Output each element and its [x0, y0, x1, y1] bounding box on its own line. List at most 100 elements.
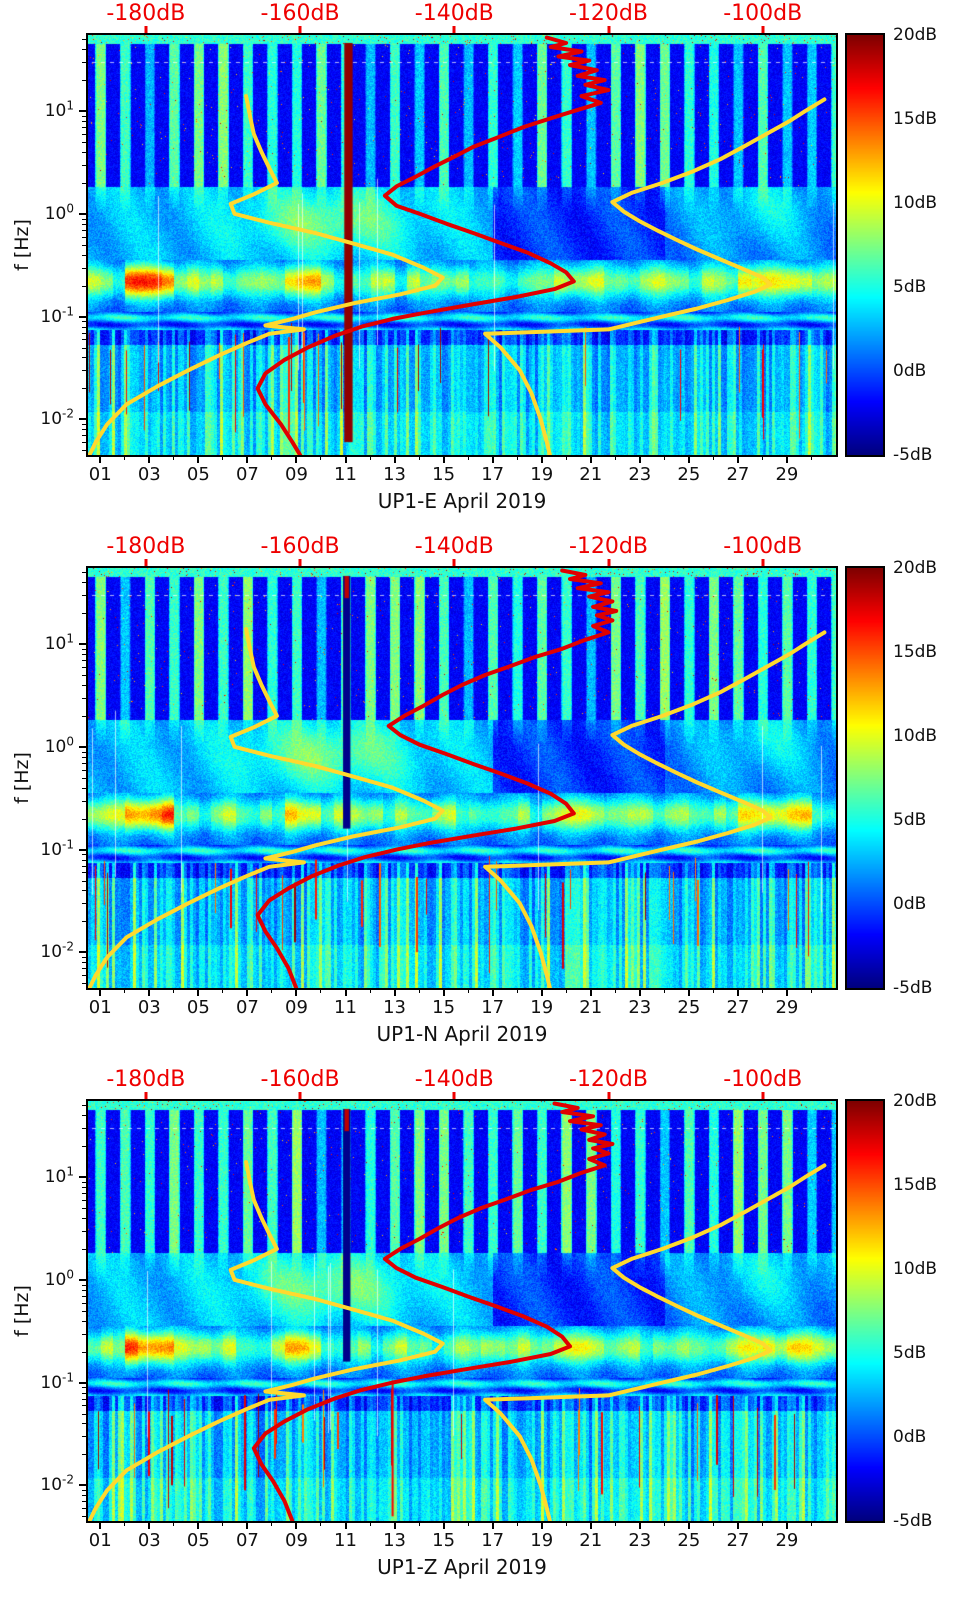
y-axis-minor-tick: [82, 326, 86, 328]
x-axis-minor-tick: [467, 1523, 469, 1526]
x-axis-minor-tick: [663, 990, 665, 993]
x-axis-tick-label: 03: [137, 1530, 161, 1551]
x-axis-major-tick: [638, 990, 641, 996]
x-axis-tick-label: 25: [677, 1530, 701, 1551]
x-axis-minor-tick: [565, 990, 567, 993]
y-axis-minor-tick: [82, 762, 86, 764]
y-axis-major-tick: [79, 643, 86, 646]
x-axis-major-tick: [344, 990, 347, 996]
y-axis-minor-tick: [82, 659, 86, 661]
x-axis-major-tick: [540, 457, 543, 463]
x-axis-tick-label: 17: [481, 464, 505, 485]
y-axis-tick-label: 10-1: [40, 1370, 74, 1393]
x-axis-tick-label: 19: [530, 464, 554, 485]
y-axis-minor-tick: [82, 1284, 86, 1286]
colorbar-tick-label: 20dB: [893, 558, 938, 578]
x-axis-minor-tick: [124, 1523, 126, 1526]
y-axis-minor-tick: [82, 332, 86, 334]
x-axis-minor-tick: [369, 990, 371, 993]
x-axis-major-tick: [295, 990, 298, 996]
y-axis-tick-label: 10-2: [40, 406, 74, 430]
colorbar-tick-label: -5dB: [893, 1511, 933, 1531]
y-axis-minor-tick: [82, 223, 86, 225]
x-axis-tick-label: 25: [677, 997, 701, 1018]
x-axis-tick-label: 23: [628, 464, 652, 485]
x-axis-minor-tick: [761, 990, 763, 993]
x-axis-major-tick: [687, 457, 690, 463]
x-axis-major-tick: [540, 990, 543, 996]
panel-title: UP1-N April 2019: [376, 1022, 548, 1046]
y-axis-minor-tick: [82, 1181, 86, 1183]
x-axis-tick-label: 27: [726, 1530, 750, 1551]
y-axis-minor-tick: [82, 218, 86, 220]
x-axis-minor-tick: [516, 457, 518, 460]
x-axis-major-tick: [638, 1523, 641, 1529]
panel-title: UP1-Z April 2019: [377, 1555, 547, 1579]
x-axis-tick-label: 19: [530, 1530, 554, 1551]
low-noise-model-curve: [88, 94, 445, 455]
colorbar-tick-label: 0dB: [893, 894, 927, 914]
x-axis-major-tick: [491, 1523, 494, 1529]
y-axis-minor-tick: [82, 39, 86, 41]
y-axis-minor-tick: [82, 321, 86, 323]
y-axis-minor-tick: [82, 1289, 86, 1291]
panel-title: UP1-E April 2019: [377, 489, 547, 513]
x-axis-minor-tick: [271, 1523, 273, 1526]
y-axis-tick-label: 101: [44, 1164, 74, 1188]
high-noise-model-curve: [483, 97, 827, 455]
x-axis-major-tick: [197, 1523, 200, 1529]
x-axis-major-tick: [442, 1523, 445, 1529]
y-axis-minor-tick: [82, 921, 86, 923]
x-axis-tick-label: 27: [726, 464, 750, 485]
colorbar-tick-label: -5dB: [893, 978, 933, 998]
x-axis-tick-label: 29: [775, 464, 799, 485]
colorbar: [845, 566, 885, 990]
colorbar-tick-label: 10dB: [893, 193, 938, 213]
colorbar-tick-label: -5dB: [893, 445, 933, 465]
x-axis-minor-tick: [614, 1523, 616, 1526]
x-axis-minor-tick: [663, 1523, 665, 1526]
x-axis-major-tick: [540, 1523, 543, 1529]
y-axis-label: f [Hz]: [11, 1285, 33, 1337]
x-axis-minor-tick: [565, 457, 567, 460]
panel-UP1-N: -180dB -160dB -140dB -120dB -100dB 101 100 10-1…: [0, 533, 962, 1066]
x-axis-tick-label: 09: [285, 1530, 308, 1551]
x-axis-minor-tick: [369, 457, 371, 460]
y-axis-major-tick: [79, 418, 86, 421]
x-axis-major-tick: [344, 1523, 347, 1529]
y-axis-minor-tick: [82, 1423, 86, 1425]
colorbar-tick-label: 20dB: [893, 25, 938, 45]
x-axis-major-tick: [148, 1523, 151, 1529]
y-axis-minor-tick: [82, 666, 86, 668]
y-axis-major-tick: [79, 745, 86, 748]
x-axis-minor-tick: [124, 990, 126, 993]
top-axis-tick-label: -180dB: [106, 1, 186, 26]
y-axis-minor-tick: [82, 1351, 86, 1353]
x-axis-tick-label: 05: [186, 1530, 210, 1551]
y-axis-minor-tick: [82, 1405, 86, 1407]
x-axis-minor-tick: [173, 990, 175, 993]
x-axis-minor-tick: [222, 1523, 224, 1526]
y-axis-major-tick: [79, 315, 86, 318]
overlay-curves: [88, 568, 827, 988]
y-axis-minor-tick: [82, 229, 86, 231]
top-axis-tick-mark: [144, 26, 148, 34]
y-axis-minor-tick: [82, 1187, 86, 1189]
x-axis-minor-tick: [369, 1523, 371, 1526]
top-axis-tick-label: -140dB: [414, 1067, 494, 1092]
x-axis-tick-label: 07: [235, 464, 259, 485]
y-axis-minor-tick: [82, 756, 86, 758]
x-axis-major-tick: [197, 990, 200, 996]
x-axis-tick-label: 01: [88, 1530, 112, 1551]
y-axis-minor-tick: [82, 769, 86, 771]
y-axis-minor-tick: [82, 1508, 86, 1510]
top-axis-tick-mark: [761, 26, 765, 34]
y-axis-minor-tick: [82, 675, 86, 676]
y-axis-minor-tick: [82, 1128, 86, 1130]
y-axis-minor-tick: [82, 1495, 86, 1497]
y-axis-minor-tick: [82, 1387, 86, 1389]
y-axis-minor-tick: [82, 164, 86, 166]
x-axis-minor-tick: [467, 457, 469, 460]
y-axis-minor-tick: [82, 818, 86, 820]
colorbar-tick-label: 5dB: [893, 810, 927, 830]
